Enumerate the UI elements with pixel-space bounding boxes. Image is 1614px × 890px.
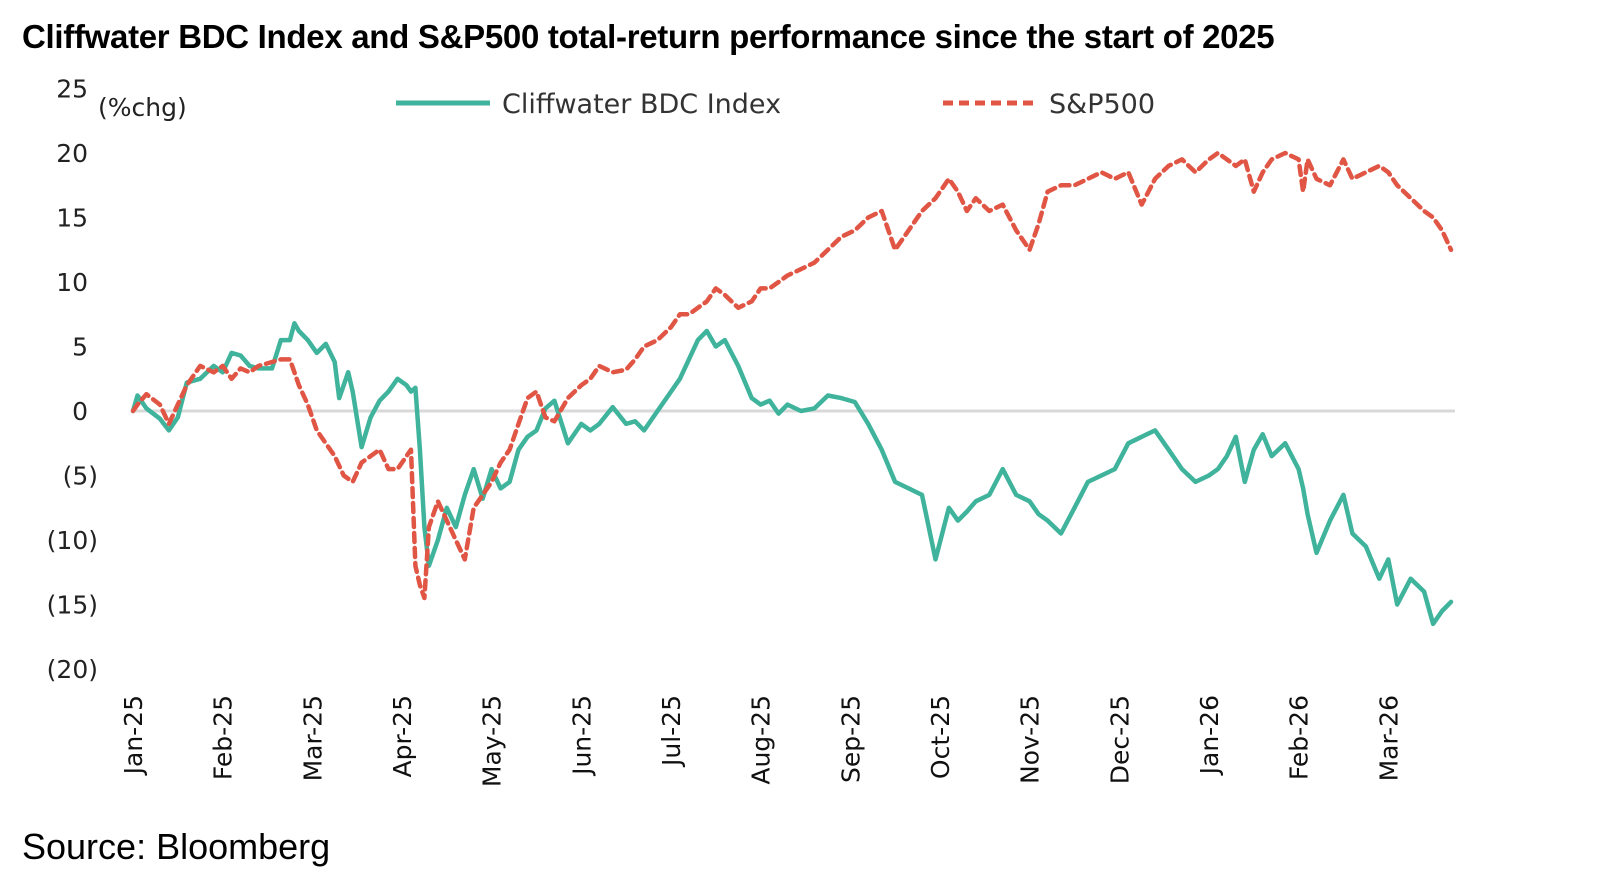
legend: Cliffwater BDC Index S&P500 xyxy=(396,89,1155,120)
x-tick-label: Mar-25 xyxy=(298,695,327,781)
y-tick-label: 15 xyxy=(56,204,88,233)
x-tick-label: Feb-25 xyxy=(209,695,238,780)
x-tick-label: Jul-25 xyxy=(657,695,686,768)
y-tick-label: 25 xyxy=(56,75,88,104)
y-tick-label: (15) xyxy=(47,591,98,620)
legend-label-sp500: S&P500 xyxy=(1049,89,1155,120)
y-tick-label: 20 xyxy=(56,139,88,168)
line-chart: 25 20 15 10 5 0 (5) (10) (15) (20) (%chg) Jan-25 F… xyxy=(47,75,1455,787)
series-line-cliffwater-bdc xyxy=(130,321,1454,627)
x-tick-label: May-25 xyxy=(478,695,507,787)
x-tick-label: Nov-25 xyxy=(1016,695,1045,784)
x-tick-label: Oct-25 xyxy=(926,695,955,779)
y-tick-label: 0 xyxy=(72,397,88,426)
y-tick-label: (5) xyxy=(63,462,98,491)
x-tick-label: Mar-26 xyxy=(1374,695,1403,781)
y-axis-unit-label: (%chg) xyxy=(98,93,187,122)
x-axis: Jan-25 Feb-25 Mar-25 Apr-25 May-25 Jun-25 Jul-… xyxy=(119,695,1403,787)
y-tick-label: (20) xyxy=(47,655,98,684)
chart-title: Cliffwater BDC Index and S&P500 total-re… xyxy=(22,18,1275,55)
x-tick-label: Feb-26 xyxy=(1285,695,1314,780)
y-axis: 25 20 15 10 5 0 (5) (10) (15) (20) xyxy=(47,75,98,685)
x-tick-label: Apr-25 xyxy=(388,695,417,777)
y-tick-label: 10 xyxy=(56,268,88,297)
x-tick-label: Jun-25 xyxy=(567,695,596,777)
x-tick-label: Dec-25 xyxy=(1105,695,1134,784)
legend-label-cliffwater: Cliffwater BDC Index xyxy=(502,89,781,120)
source-note: Source: Bloomberg xyxy=(22,826,331,867)
y-tick-label: 5 xyxy=(72,333,88,362)
x-tick-label: Jan-26 xyxy=(1195,695,1224,776)
series-line-sp500 xyxy=(130,150,1454,601)
x-tick-label: Sep-25 xyxy=(836,695,865,783)
x-tick-label: Aug-25 xyxy=(747,695,776,785)
series-group xyxy=(130,150,1454,627)
x-tick-label: Jan-25 xyxy=(119,695,148,776)
y-tick-label: (10) xyxy=(47,526,98,555)
